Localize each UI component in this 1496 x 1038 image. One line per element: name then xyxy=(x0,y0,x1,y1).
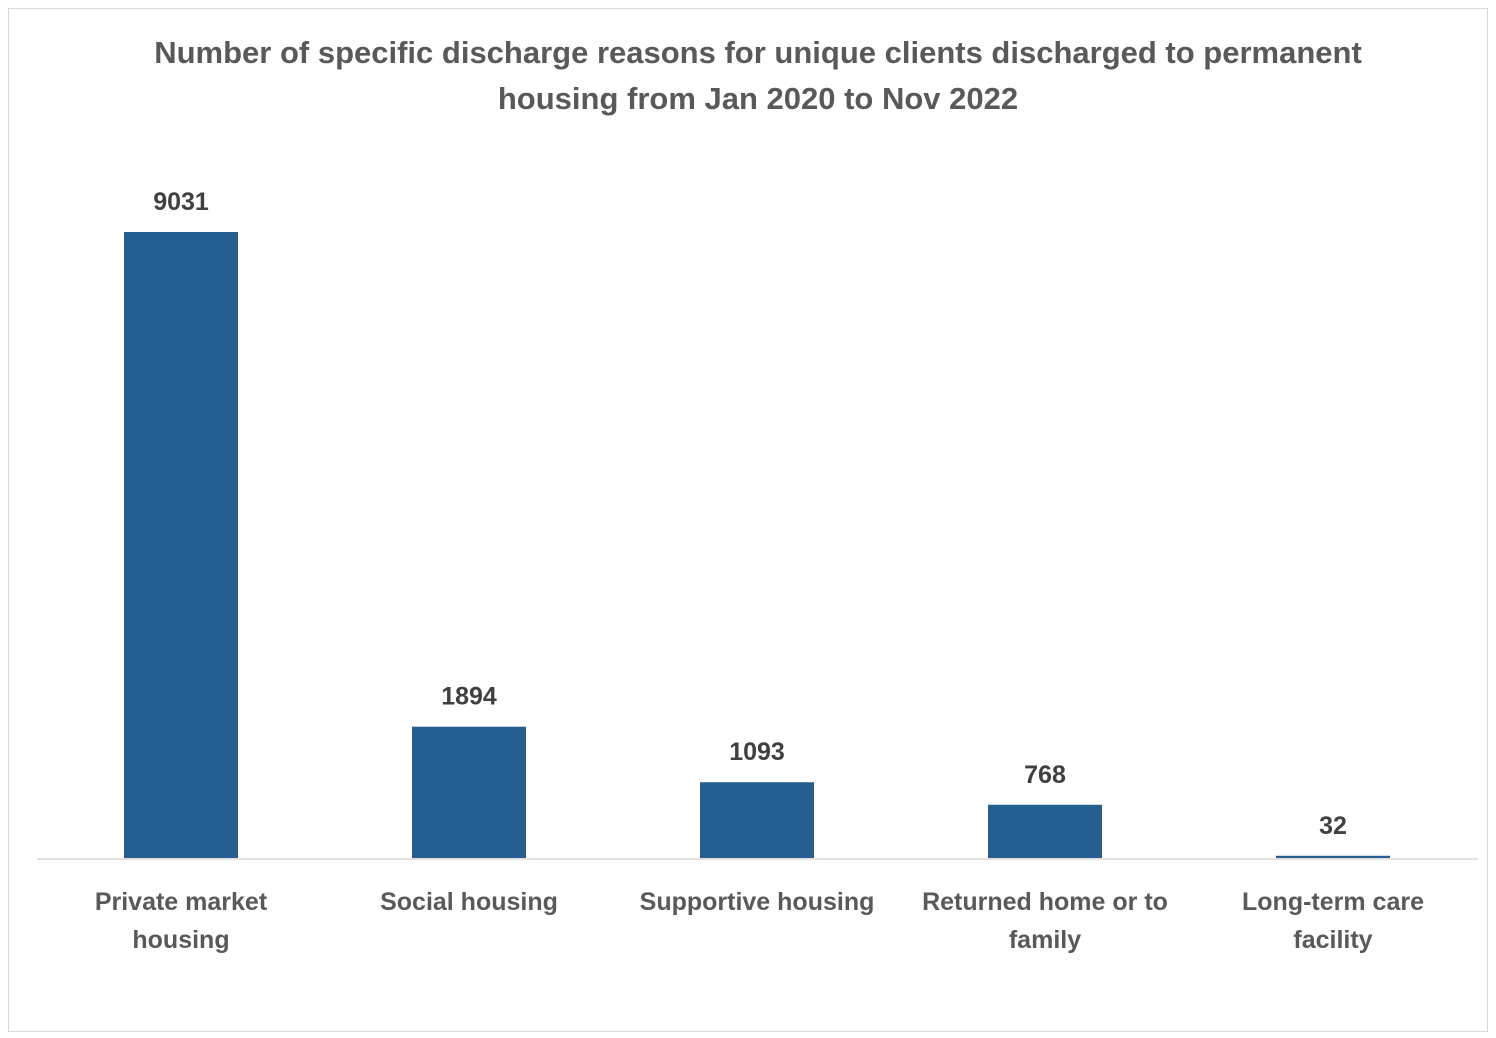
chart-title: Number of specific discharge reasons for… xyxy=(154,35,1362,116)
bars-group xyxy=(124,232,1390,858)
category-label-0-line-0: Private market xyxy=(95,888,268,916)
category-label-1-line-0: Social housing xyxy=(380,888,558,916)
data-label-3: 768 xyxy=(1024,761,1066,789)
data-label-2: 1093 xyxy=(729,738,785,766)
data-label-4: 32 xyxy=(1319,812,1347,840)
bar-4 xyxy=(1276,855,1390,858)
bar-2 xyxy=(700,782,814,858)
data-label-0: 9031 xyxy=(153,188,209,216)
category-label-0-line-1: housing xyxy=(132,926,229,954)
category-labels-group: Private market housing Social housing Suppo… xyxy=(95,888,1424,954)
bar-3 xyxy=(988,804,1102,858)
chart-frame xyxy=(8,8,1488,1032)
data-labels-group: 9031 1894 1093 768 32 xyxy=(153,188,1347,840)
category-label-3-line-1: family xyxy=(1009,926,1081,954)
category-label-4-line-0: Long-term care xyxy=(1242,888,1424,916)
category-label-2-line-0: Supportive housing xyxy=(640,888,875,916)
category-label-4-line-1: facility xyxy=(1293,926,1372,954)
bar-1 xyxy=(412,726,526,858)
bar-0 xyxy=(124,232,238,858)
category-label-3-line-0: Returned home or to xyxy=(922,888,1168,916)
data-label-1: 1894 xyxy=(441,683,497,711)
